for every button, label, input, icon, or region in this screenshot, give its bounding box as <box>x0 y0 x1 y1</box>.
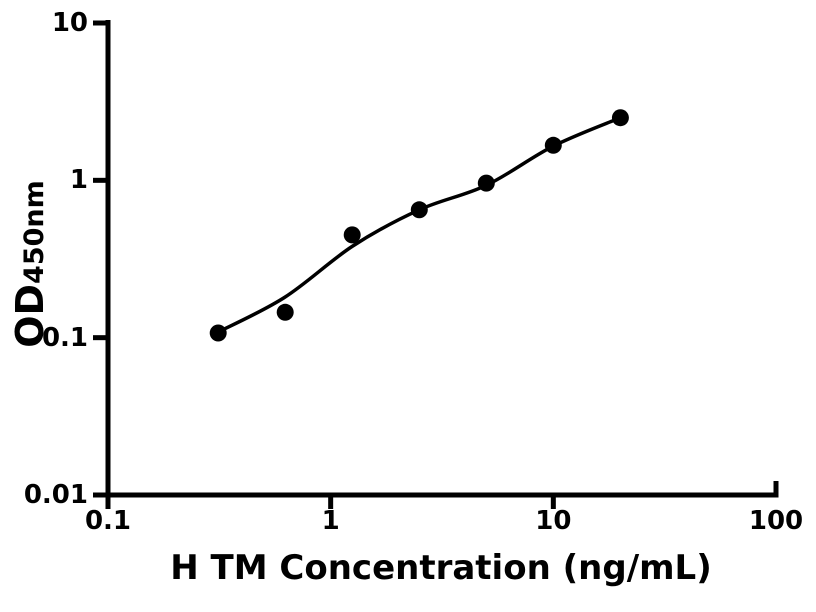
y-tick-label: 0.01 <box>23 480 88 510</box>
data-points-layer <box>209 109 629 342</box>
data-point-marker <box>343 226 361 244</box>
data-point-marker <box>611 109 629 127</box>
x-tick-label: 1 <box>321 506 340 536</box>
y-tick-label: 0.1 <box>41 322 88 353</box>
y-axis-title-main: OD <box>8 283 52 348</box>
data-point-marker <box>276 303 294 321</box>
data-point-marker <box>544 136 562 154</box>
x-tick-label: 100 <box>748 506 804 536</box>
x-axis-title: H TM Concentration (ng/mL) <box>170 548 712 588</box>
axes-layer <box>93 20 779 509</box>
y-axis-title-subscript: 450nm <box>19 180 50 284</box>
x-tick-label: 10 <box>535 506 572 536</box>
y-tick-label: 10 <box>51 8 88 38</box>
y-tick-label: 1 <box>69 165 88 196</box>
data-point-marker <box>477 174 495 192</box>
data-point-marker <box>209 324 227 342</box>
data-point-marker <box>410 201 428 219</box>
y-axis-title: OD450nm <box>8 179 52 349</box>
x-tick-label: 0.1 <box>84 506 132 536</box>
